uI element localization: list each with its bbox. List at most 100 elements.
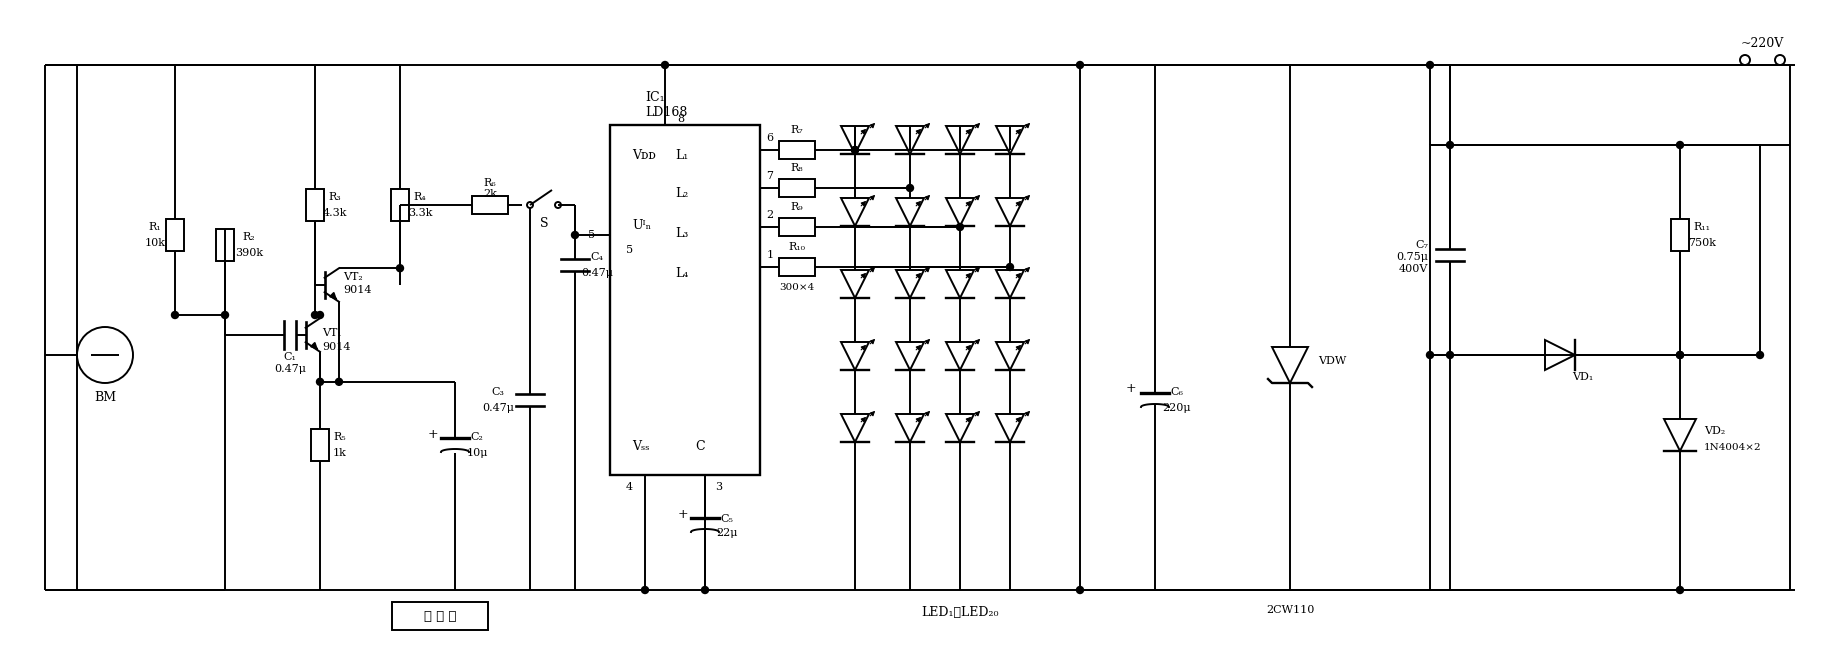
Circle shape	[1677, 352, 1683, 358]
Bar	[307, 189, 325, 221]
Circle shape	[1677, 352, 1683, 358]
Text: VD₂: VD₂	[1705, 426, 1725, 436]
Text: VD₁: VD₁	[1571, 372, 1593, 382]
Bar	[166, 219, 184, 251]
Circle shape	[1447, 352, 1453, 358]
Bar	[1431, 145, 1759, 355]
Circle shape	[1077, 587, 1084, 593]
Bar	[391, 189, 409, 221]
Bar	[310, 429, 328, 461]
Text: 0.47μ: 0.47μ	[580, 268, 613, 278]
Text: S: S	[540, 217, 547, 229]
Circle shape	[571, 231, 579, 239]
Text: 1k: 1k	[334, 448, 347, 458]
Circle shape	[336, 378, 343, 385]
Text: 0.47μ: 0.47μ	[274, 364, 307, 374]
Text: R₆: R₆	[484, 178, 496, 188]
Text: R₈: R₈	[790, 163, 803, 173]
Bar	[779, 258, 816, 276]
Text: +: +	[677, 509, 688, 521]
Text: VT₁: VT₁	[321, 328, 341, 338]
Text: C₅: C₅	[721, 514, 734, 524]
Text: R₁: R₁	[148, 222, 161, 232]
Text: R₉: R₉	[790, 202, 803, 212]
Text: Vₛₛ: Vₛₛ	[631, 440, 650, 454]
Text: 390k: 390k	[235, 248, 263, 258]
Text: 300×4: 300×4	[779, 283, 814, 291]
Text: BM: BM	[93, 390, 117, 404]
Circle shape	[852, 146, 858, 154]
Circle shape	[1077, 61, 1084, 68]
Bar	[779, 218, 816, 236]
Text: +: +	[1126, 382, 1137, 394]
Text: 22μ: 22μ	[715, 528, 737, 538]
Text: 6: 6	[766, 133, 774, 143]
Text: 3: 3	[715, 482, 723, 492]
Text: C₁: C₁	[283, 352, 296, 362]
Text: 0.75μ: 0.75μ	[1396, 252, 1427, 262]
Text: C: C	[695, 440, 704, 454]
Text: 1: 1	[766, 250, 774, 260]
Text: 9014: 9014	[321, 342, 350, 352]
Text: 9014: 9014	[343, 285, 372, 295]
Text: R₂: R₂	[243, 232, 256, 242]
Text: VT₂: VT₂	[343, 272, 363, 282]
Text: C₇: C₇	[1414, 240, 1427, 250]
Text: 5: 5	[588, 230, 595, 240]
Text: R₃: R₃	[328, 192, 341, 202]
Circle shape	[1447, 142, 1453, 148]
Text: LD168: LD168	[644, 106, 688, 118]
Circle shape	[221, 311, 228, 319]
Text: R₁₀: R₁₀	[788, 242, 805, 252]
Text: R₄: R₄	[414, 192, 427, 202]
Text: 1N4004×2: 1N4004×2	[1705, 442, 1761, 452]
Circle shape	[172, 311, 179, 319]
Circle shape	[642, 587, 648, 593]
Circle shape	[312, 311, 319, 319]
Text: L₃: L₃	[675, 227, 688, 239]
Bar	[610, 125, 759, 475]
Bar	[1672, 219, 1688, 251]
Bar	[392, 602, 487, 630]
Bar	[779, 141, 816, 159]
Circle shape	[661, 61, 668, 68]
Text: 音 响 源: 音 响 源	[423, 610, 456, 622]
Circle shape	[1677, 142, 1683, 148]
Text: 8: 8	[677, 114, 684, 124]
Bar	[473, 196, 507, 214]
Circle shape	[1427, 61, 1433, 68]
Text: 10μ: 10μ	[465, 448, 487, 458]
Text: 400V: 400V	[1398, 264, 1427, 274]
Text: 4.3k: 4.3k	[323, 208, 347, 218]
Text: 10k: 10k	[144, 238, 166, 248]
Text: 750k: 750k	[1688, 238, 1715, 248]
Text: 3.3k: 3.3k	[407, 208, 433, 218]
Circle shape	[316, 311, 323, 319]
Text: 220μ: 220μ	[1163, 403, 1192, 413]
Circle shape	[396, 265, 403, 272]
Text: 7: 7	[766, 171, 774, 181]
Text: R₁₁: R₁₁	[1694, 222, 1710, 232]
Text: Uᴵₙ: Uᴵₙ	[631, 219, 652, 231]
Circle shape	[956, 223, 964, 231]
Circle shape	[852, 146, 858, 154]
Text: 2: 2	[766, 210, 774, 220]
Text: 2k: 2k	[484, 189, 496, 199]
Text: 0.47μ: 0.47μ	[482, 403, 515, 413]
Circle shape	[316, 378, 323, 385]
Text: VDW: VDW	[1318, 356, 1347, 366]
Circle shape	[1427, 352, 1433, 358]
Circle shape	[1677, 587, 1683, 593]
Text: R₇: R₇	[790, 125, 803, 135]
Text: L₂: L₂	[675, 186, 688, 200]
Text: 5: 5	[626, 245, 633, 255]
Circle shape	[1756, 352, 1763, 358]
Text: 4: 4	[626, 482, 633, 492]
Text: C₆: C₆	[1170, 387, 1183, 397]
Circle shape	[907, 184, 914, 192]
Text: LED₁～LED₂₀: LED₁～LED₂₀	[922, 606, 998, 618]
Circle shape	[701, 587, 708, 593]
Text: C₃: C₃	[491, 387, 504, 397]
Text: R₅: R₅	[334, 432, 347, 442]
Bar	[215, 229, 234, 261]
